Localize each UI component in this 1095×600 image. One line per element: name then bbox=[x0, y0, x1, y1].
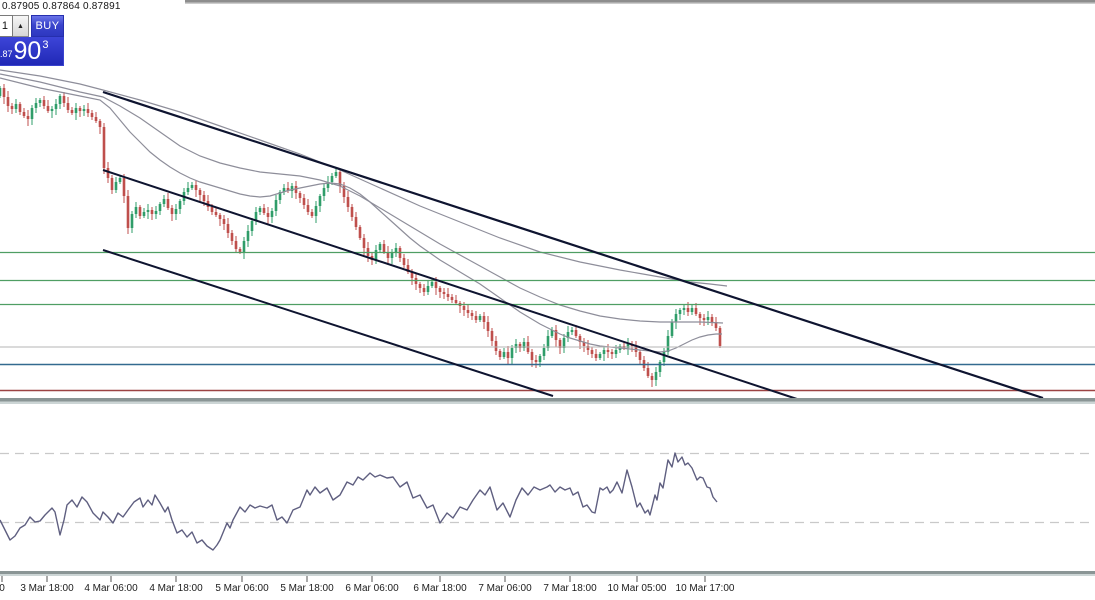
one-click-trading-widget: 1 ▲ BUY .87 90 3 bbox=[0, 15, 64, 66]
trendlines-layer bbox=[102, 90, 1044, 400]
symbol-quote-line: 0.87905 0.87864 0.87891 bbox=[2, 1, 121, 12]
panel-separator-axis[interactable] bbox=[0, 571, 1095, 576]
channel-line-lower[interactable] bbox=[102, 249, 554, 397]
buy-button[interactable]: BUY bbox=[31, 15, 64, 37]
x-axis-label: 6 Mar 06:00 bbox=[345, 583, 399, 594]
channel-line-mid[interactable] bbox=[102, 169, 798, 400]
x-axis-label: 7 Mar 06:00 bbox=[478, 583, 532, 594]
arrow-up-icon: ▲ bbox=[17, 22, 24, 30]
volume-input[interactable]: 1 bbox=[0, 15, 13, 37]
x-axis-label: 0 bbox=[0, 583, 5, 594]
x-axis-label: 4 Mar 18:00 bbox=[149, 583, 203, 594]
price-levels-layer bbox=[0, 251, 1095, 392]
x-axis-label: 5 Mar 18:00 bbox=[280, 583, 334, 594]
ma-slow bbox=[0, 69, 728, 287]
ask-price-main: 90 bbox=[13, 37, 42, 65]
ask-price-display[interactable]: .87 90 3 bbox=[0, 37, 64, 66]
panel-separator-main[interactable] bbox=[0, 398, 1095, 404]
x-axis-label: 10 Mar 17:00 bbox=[675, 583, 735, 594]
candlestick-series bbox=[0, 84, 722, 387]
x-axis-label: 6 Mar 18:00 bbox=[413, 583, 467, 594]
x-axis-label: 5 Mar 06:00 bbox=[215, 583, 269, 594]
ask-price-prefix: .87 bbox=[0, 49, 13, 59]
x-axis-ticks bbox=[1, 576, 706, 582]
moving-averages-layer bbox=[0, 69, 728, 353]
window-top-border bbox=[185, 0, 1095, 4]
volume-up-button[interactable]: ▲ bbox=[13, 15, 29, 37]
ma-fast bbox=[0, 77, 722, 353]
ma-mid bbox=[0, 73, 724, 324]
oscillator-layer bbox=[0, 452, 1095, 551]
x-axis-label: 3 Mar 18:00 bbox=[20, 583, 74, 594]
x-axis-label: 7 Mar 18:00 bbox=[543, 583, 597, 594]
x-axis-label: 4 Mar 06:00 bbox=[84, 583, 138, 594]
x-axis: 0 3 Mar 18:00 4 Mar 06:00 4 Mar 18:00 5 Mar … bbox=[0, 583, 1095, 598]
channel-line-upper[interactable] bbox=[102, 90, 1044, 400]
ask-price-superscript: 3 bbox=[42, 39, 49, 51]
x-axis-label: 10 Mar 05:00 bbox=[607, 583, 667, 594]
